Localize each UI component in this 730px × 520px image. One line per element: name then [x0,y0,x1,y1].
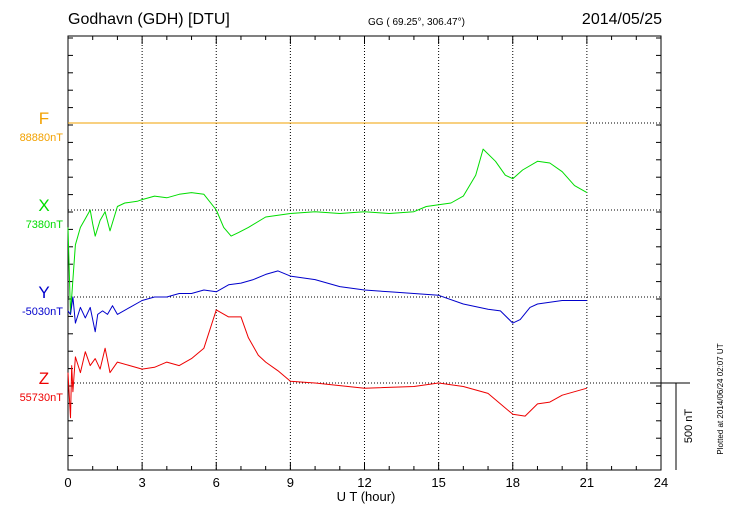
baseline-value-x: 7380nT [26,219,64,231]
series-line-x [67,148,588,315]
series-group: F 88880nT X 7380nT Y -5030nT Z 55730nT [20,109,588,419]
x-tick-label: 15 [431,475,445,490]
x-tick-label: 12 [357,475,371,490]
x-tick-labels: 0 3 6 9 12 15 18 21 24 [64,475,668,490]
x-tick-label: 0 [64,475,71,490]
component-label-y: Y [38,283,49,302]
plotted-timestamp: Plotted at 2014/06/24 02:07 UT [716,343,725,454]
x-tick-label: 21 [580,475,594,490]
baseline-value-f: 88880nT [20,132,64,144]
series-line-y [67,270,587,333]
component-label-f: F [39,109,49,128]
geographic-coordinates: GG ( 69.25°, 306.47°) [368,17,465,28]
station-title: Godhavn (GDH) [DTU] [68,11,230,28]
grid-lines [68,36,661,470]
component-label-x: X [38,196,49,215]
x-tick-label: 9 [287,475,294,490]
series-line-z [67,309,588,419]
component-label-z: Z [39,369,49,388]
x-tick-label: 3 [139,475,146,490]
scale-bar-label: 500 nT [683,409,695,444]
scale-bar: 500 nT [651,382,695,470]
axis-ticks [67,36,662,470]
x-axis-label: U T (hour) [337,489,396,504]
x-tick-label: 18 [506,475,520,490]
plot-date: 2014/05/25 [581,11,662,28]
x-tick-label: 6 [213,475,220,490]
x-tick-label: 24 [654,475,668,490]
baseline-value-z: 55730nT [20,392,64,404]
baseline-value-y: -5030nT [22,306,63,318]
